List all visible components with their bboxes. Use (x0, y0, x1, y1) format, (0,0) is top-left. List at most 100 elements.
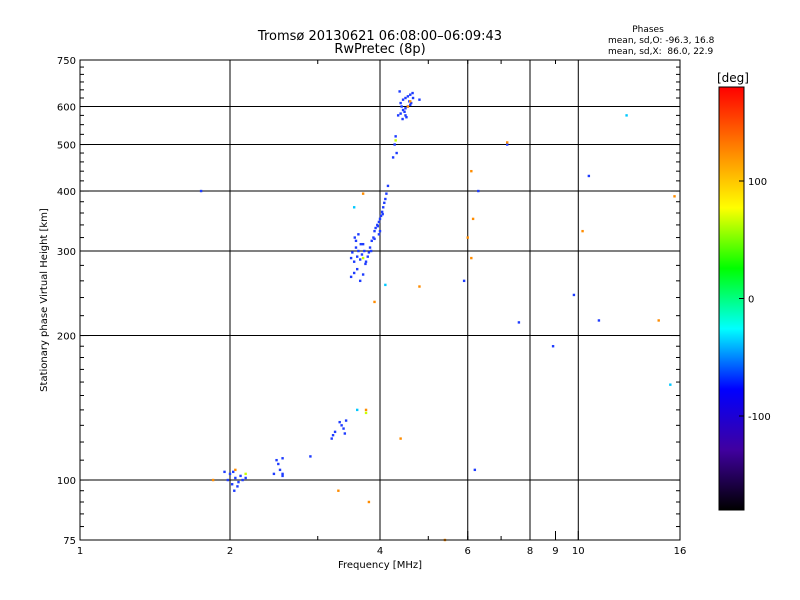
data-point (331, 433, 335, 437)
data-points (199, 90, 676, 542)
data-point (226, 478, 230, 482)
data-point (473, 468, 477, 472)
data-point (396, 114, 400, 117)
data-point (344, 419, 348, 422)
data-point (391, 156, 395, 159)
data-point (399, 101, 402, 105)
data-point (281, 457, 284, 460)
data-point (657, 319, 660, 322)
data-point (278, 468, 282, 472)
data-point (352, 271, 356, 275)
colorbar-ticks: 100 0 -100 (739, 177, 771, 423)
data-point (505, 143, 509, 146)
data-point (366, 255, 369, 258)
data-point (411, 96, 415, 100)
data-point (394, 139, 397, 142)
colorbar-tick-label: -100 (748, 412, 771, 423)
data-point (355, 255, 359, 258)
data-point (230, 483, 234, 486)
data-point (418, 98, 421, 101)
axis-ticks: 1 2 4 6 8 9 10 16 75 100 200 300 400 500 600 750 (57, 56, 686, 557)
data-point (374, 226, 377, 230)
data-point (237, 480, 240, 484)
data-point (373, 237, 376, 241)
data-point (239, 474, 242, 478)
data-point (409, 100, 412, 103)
data-point (401, 98, 405, 101)
gridlines (80, 60, 680, 540)
data-point (406, 105, 410, 108)
data-point (364, 262, 367, 266)
data-point (338, 420, 341, 424)
y-axis-label: Stationary phase Virtual Height [km] (39, 208, 50, 392)
stats-heading: Phases (632, 25, 664, 35)
data-point (373, 229, 376, 233)
data-point (353, 236, 356, 239)
data-point (352, 260, 356, 263)
y-tick-label: 75 (63, 536, 76, 547)
data-point (354, 239, 358, 243)
data-point (272, 472, 276, 476)
data-point (572, 293, 576, 297)
data-point (380, 210, 384, 214)
stats-o-line: mean, sd,O: -96.3, 16.8 (608, 36, 715, 46)
data-point (400, 105, 403, 108)
data-point (505, 141, 509, 144)
data-point (349, 275, 353, 279)
data-point (398, 90, 401, 93)
data-point (369, 249, 373, 253)
data-point (587, 174, 591, 178)
data-point (281, 472, 284, 476)
data-point (199, 189, 203, 193)
data-point (361, 192, 365, 195)
data-point (381, 212, 384, 216)
data-point (471, 217, 475, 221)
data-point (405, 116, 408, 119)
data-point (673, 195, 676, 198)
data-point (355, 267, 359, 271)
data-point (368, 246, 372, 249)
data-point (393, 143, 396, 146)
data-point (361, 242, 365, 246)
data-point (462, 279, 466, 283)
data-point (399, 112, 402, 115)
data-point (281, 474, 284, 478)
data-point (385, 192, 388, 195)
data-point (406, 95, 410, 98)
y-tick-label: 300 (57, 247, 76, 258)
data-point (211, 478, 215, 482)
data-point (357, 233, 360, 236)
data-point (358, 279, 362, 283)
data-point (361, 273, 365, 276)
data-point (309, 455, 312, 458)
data-point (241, 478, 244, 482)
data-point (403, 110, 406, 113)
data-point (364, 408, 368, 412)
data-point (372, 236, 375, 239)
data-point (669, 383, 672, 386)
data-point (228, 472, 232, 476)
chart-subtitle: RwPretec (8p) (334, 42, 425, 57)
x-axis-label: Frequency [MHz] (338, 560, 422, 571)
data-point (377, 233, 381, 236)
data-point (394, 135, 397, 138)
data-point (223, 470, 226, 474)
data-point (234, 476, 237, 480)
data-point (352, 206, 356, 209)
data-point (551, 345, 555, 348)
data-point (364, 411, 368, 415)
data-point (625, 114, 628, 117)
data-point (275, 458, 278, 462)
data-point (404, 107, 407, 110)
y-tick-label: 200 (57, 332, 76, 343)
data-point (355, 408, 359, 412)
data-point (581, 229, 584, 233)
data-point (401, 117, 404, 121)
data-point (349, 256, 353, 260)
data-point (382, 206, 385, 209)
data-point (343, 432, 347, 435)
data-point (351, 251, 354, 254)
data-point (517, 321, 521, 324)
chart-title: Tromsø 20130621 06:08:00–06:09:43 (257, 29, 502, 44)
x-tick-label: 6 (465, 546, 471, 557)
